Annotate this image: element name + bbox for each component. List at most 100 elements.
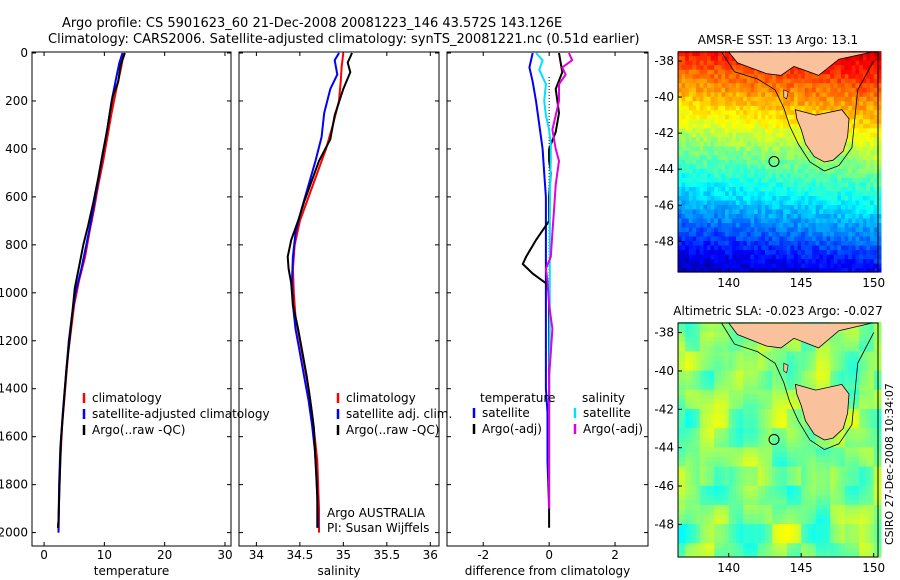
map-cell — [873, 456, 878, 462]
map-cell — [717, 217, 723, 223]
map-cell — [678, 69, 683, 75]
map-cell — [750, 186, 755, 192]
map-cell — [772, 254, 777, 260]
map-cell — [848, 552, 853, 558]
map-cell — [761, 263, 766, 269]
map-cell — [717, 408, 723, 414]
map-cell — [804, 547, 809, 553]
map-cell — [862, 384, 867, 390]
map-cell — [859, 470, 864, 477]
map-cell — [721, 408, 726, 414]
map-cell — [812, 379, 817, 385]
map-cell — [757, 394, 762, 400]
map-cell — [699, 199, 704, 205]
map-cell — [851, 494, 857, 501]
map-cell — [844, 208, 849, 214]
map-cell — [750, 403, 755, 409]
map-cell — [696, 470, 701, 477]
map-cell — [862, 398, 867, 405]
map-cell — [866, 422, 871, 429]
map-cell — [685, 437, 690, 443]
map-cell — [819, 105, 824, 111]
map-cell — [746, 177, 751, 183]
map-cell — [848, 118, 853, 124]
map-cell — [728, 132, 733, 138]
map-cell — [844, 475, 849, 481]
map-cell — [688, 105, 694, 111]
map-cell — [833, 254, 838, 260]
map-cell — [707, 159, 712, 165]
map-cell — [765, 163, 770, 169]
map-cell — [739, 494, 744, 501]
map-cell — [833, 195, 838, 201]
map-cell — [862, 145, 867, 151]
map-cell — [815, 96, 820, 102]
map-cell — [707, 254, 712, 260]
map-cell — [826, 475, 831, 481]
map-cell — [746, 105, 751, 111]
map-cell — [678, 208, 683, 214]
map-cell — [761, 417, 766, 424]
map-cell — [765, 132, 770, 138]
map-cell — [866, 451, 871, 457]
map-cell — [801, 145, 806, 151]
map-cell — [678, 413, 683, 419]
map-cell — [779, 499, 784, 505]
map-cell — [688, 518, 694, 524]
map-cell — [830, 542, 835, 548]
map-cell — [707, 60, 712, 66]
map-cell — [870, 417, 875, 424]
map-cell — [837, 494, 842, 501]
map-cell — [815, 461, 820, 467]
map-cell — [826, 204, 831, 210]
map-cell — [707, 208, 712, 214]
map-cell — [844, 222, 849, 228]
map-cell — [707, 470, 712, 477]
map-cell — [699, 82, 704, 88]
map-cell — [819, 542, 824, 548]
map-cell — [714, 494, 719, 501]
map-cell — [685, 461, 690, 467]
map-cell — [699, 240, 704, 246]
map-cell — [699, 136, 704, 142]
map-cell — [859, 118, 864, 124]
map-cell — [837, 177, 842, 183]
map-cell — [772, 222, 777, 228]
map-cell — [870, 60, 875, 66]
map-cell — [761, 231, 766, 237]
map-cell — [754, 109, 759, 115]
map-cell — [739, 109, 744, 115]
map-cell — [728, 181, 733, 187]
map-cell — [743, 441, 748, 448]
map-cell — [692, 422, 697, 429]
map-cell — [678, 181, 683, 187]
map-cell — [725, 254, 730, 260]
map-cell — [877, 195, 882, 201]
map-cell — [721, 114, 726, 120]
map-cell — [678, 141, 683, 147]
map-cell — [833, 64, 838, 70]
y-tick-label: 1600 — [0, 430, 28, 444]
map-cell — [801, 96, 806, 102]
map-cell — [837, 172, 842, 178]
map-cell — [765, 398, 770, 405]
map-cell — [877, 249, 882, 255]
map-cell — [877, 172, 882, 178]
map-y-tick-label: -42 — [654, 126, 674, 140]
map-cell — [688, 499, 694, 505]
map-cell — [870, 470, 875, 477]
map-cell — [746, 379, 751, 385]
map-cell — [707, 451, 712, 457]
map-cell — [703, 226, 708, 232]
map-cell — [699, 55, 704, 61]
map-cell — [710, 542, 715, 548]
map-cell — [866, 64, 871, 70]
map-cell — [725, 509, 730, 515]
map-cell — [819, 208, 824, 214]
map-cell — [826, 437, 831, 443]
map-cell — [761, 437, 766, 443]
map-cell — [793, 154, 799, 160]
map-cell — [844, 69, 849, 75]
map-cell — [696, 499, 701, 505]
map-cell — [761, 100, 766, 106]
